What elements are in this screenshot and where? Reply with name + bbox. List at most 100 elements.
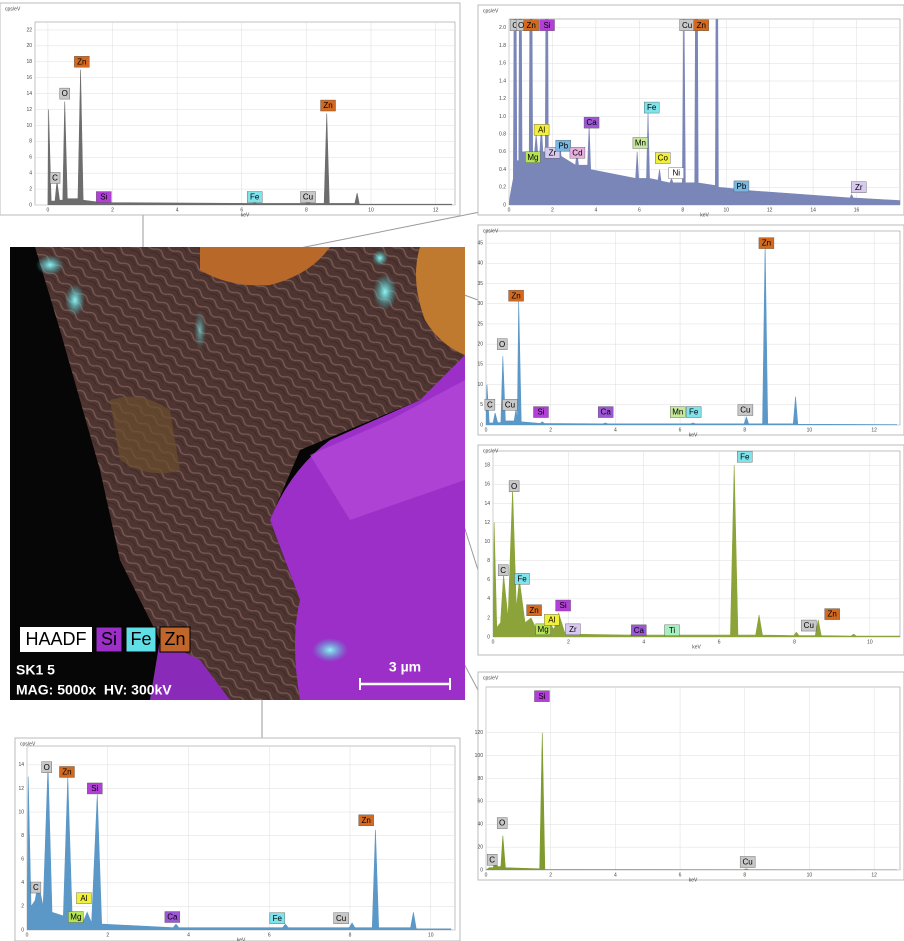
y-tick-label: 0.2	[499, 185, 506, 191]
x-tick-label: 4	[187, 932, 190, 938]
element-label: Mg	[538, 625, 549, 634]
element-label: O	[499, 819, 505, 828]
spectrum-chart: 0246810121416180246810keVcps/eVCOFeZnMgA…	[478, 445, 904, 655]
x-tick-label: 8	[743, 872, 746, 878]
x-tick-label: 0	[47, 207, 50, 213]
element-label: C	[500, 566, 506, 575]
element-label: Zr	[569, 625, 577, 634]
x-tick-label: 12	[767, 207, 773, 213]
y-tick-label: 12	[18, 786, 24, 792]
element-label: Zn	[62, 768, 71, 777]
x-tick-label: 2	[549, 427, 552, 433]
legend-entry: Zn	[164, 629, 185, 649]
element-label: Cu	[804, 621, 814, 630]
x-tick-label: 0	[485, 872, 488, 878]
x-tick-label: 12	[871, 872, 877, 878]
y-axis-label: cps/eV	[483, 448, 499, 454]
y-tick-label: 2	[29, 186, 32, 192]
y-axis-label: cps/eV	[483, 8, 499, 14]
y-tick-label: 30	[477, 301, 483, 307]
x-axis-label: keV	[689, 432, 698, 438]
element-label: Si	[100, 193, 107, 202]
y-tick-label: 10	[477, 382, 483, 388]
element-label: O	[499, 340, 505, 349]
x-tick-label: 2	[567, 639, 570, 645]
x-tick-label: 4	[176, 207, 179, 213]
x-tick-label: 4	[614, 872, 617, 878]
y-axis-label: cps/eV	[483, 675, 499, 681]
x-tick-label: 8	[793, 639, 796, 645]
legend-entry: HAADF	[25, 629, 86, 649]
y-tick-label: 8	[29, 139, 32, 145]
y-tick-label: 4	[21, 880, 24, 886]
y-tick-label: 20	[477, 844, 483, 850]
fe-spot	[194, 310, 206, 350]
y-tick-label: 14	[18, 762, 24, 768]
y-tick-label: 40	[477, 822, 483, 828]
y-tick-label: 12	[26, 107, 32, 113]
y-tick-label: 0.6	[499, 149, 506, 155]
y-tick-label: 8	[487, 558, 490, 564]
x-tick-label: 8	[349, 932, 352, 938]
element-label: C	[487, 400, 493, 409]
y-tick-label: 1.8	[499, 43, 506, 49]
element-label: Ca	[167, 913, 178, 922]
element-label: Cu	[303, 193, 313, 202]
x-tick-label: 0	[492, 639, 495, 645]
x-tick-label: 4	[594, 207, 597, 213]
y-tick-label: 1.4	[499, 78, 506, 84]
y-tick-label: 0	[480, 867, 483, 873]
micrograph: HAADF Si Fe Zn SK1 5 MAG: 5000x HV: 300k…	[10, 247, 465, 700]
x-tick-label: 10	[723, 207, 729, 213]
x-tick-label: 12	[433, 207, 439, 213]
x-tick-label: 2	[106, 932, 109, 938]
y-tick-label: 16	[26, 75, 32, 81]
y-tick-label: 5	[480, 402, 483, 408]
y-tick-label: 2	[487, 615, 490, 621]
y-tick-label: 4	[29, 171, 32, 177]
element-label: Al	[538, 125, 545, 134]
y-tick-label: 22	[26, 27, 32, 33]
y-tick-label: 20	[477, 341, 483, 347]
y-tick-label: 0	[503, 202, 506, 208]
figure: HAADF Si Fe Zn SK1 5 MAG: 5000x HV: 300k…	[0, 0, 904, 941]
element-label: Ni	[672, 169, 680, 178]
acquisition-info: MAG: 5000x HV: 300kV	[16, 682, 172, 698]
y-tick-label: 0.4	[499, 167, 506, 173]
spectrum-chart: 024681012140246810keVcps/eVCOZnSiAlMgCaF…	[15, 738, 460, 941]
y-tick-label: 0	[480, 422, 483, 428]
y-tick-label: 0	[487, 634, 490, 640]
y-axis-label: cps/eV	[5, 6, 21, 12]
element-label: Si	[538, 692, 545, 701]
element-label: Fe	[273, 914, 283, 923]
element-label: Zn	[361, 816, 370, 825]
x-axis-label: keV	[689, 877, 698, 883]
y-tick-label: 12	[484, 520, 490, 526]
element-label: Si	[543, 21, 550, 30]
element-label: Al	[548, 615, 555, 624]
y-tick-label: 8	[21, 833, 24, 839]
x-tick-label: 6	[679, 427, 682, 433]
x-tick-label: 6	[638, 207, 641, 213]
x-tick-label: 10	[807, 427, 813, 433]
element-label: Cu	[743, 858, 753, 867]
element-label: Mg	[527, 153, 538, 162]
element-label: Zn	[511, 291, 520, 300]
y-tick-label: 0.8	[499, 131, 506, 137]
element-label: Pb	[558, 141, 568, 150]
x-axis-label: keV	[237, 937, 246, 941]
element-label: Ca	[601, 408, 612, 417]
element-label: Pb	[737, 182, 747, 191]
element-label: Zn	[529, 606, 538, 615]
y-tick-label: 18	[26, 59, 32, 65]
x-axis-label: keV	[692, 644, 701, 650]
fe-spot	[312, 638, 348, 662]
x-axis-label: keV	[241, 212, 250, 218]
y-tick-label: 40	[477, 261, 483, 267]
y-tick-label: 2.0	[499, 25, 506, 31]
x-tick-label: 8	[681, 207, 684, 213]
y-tick-label: 60	[477, 799, 483, 805]
